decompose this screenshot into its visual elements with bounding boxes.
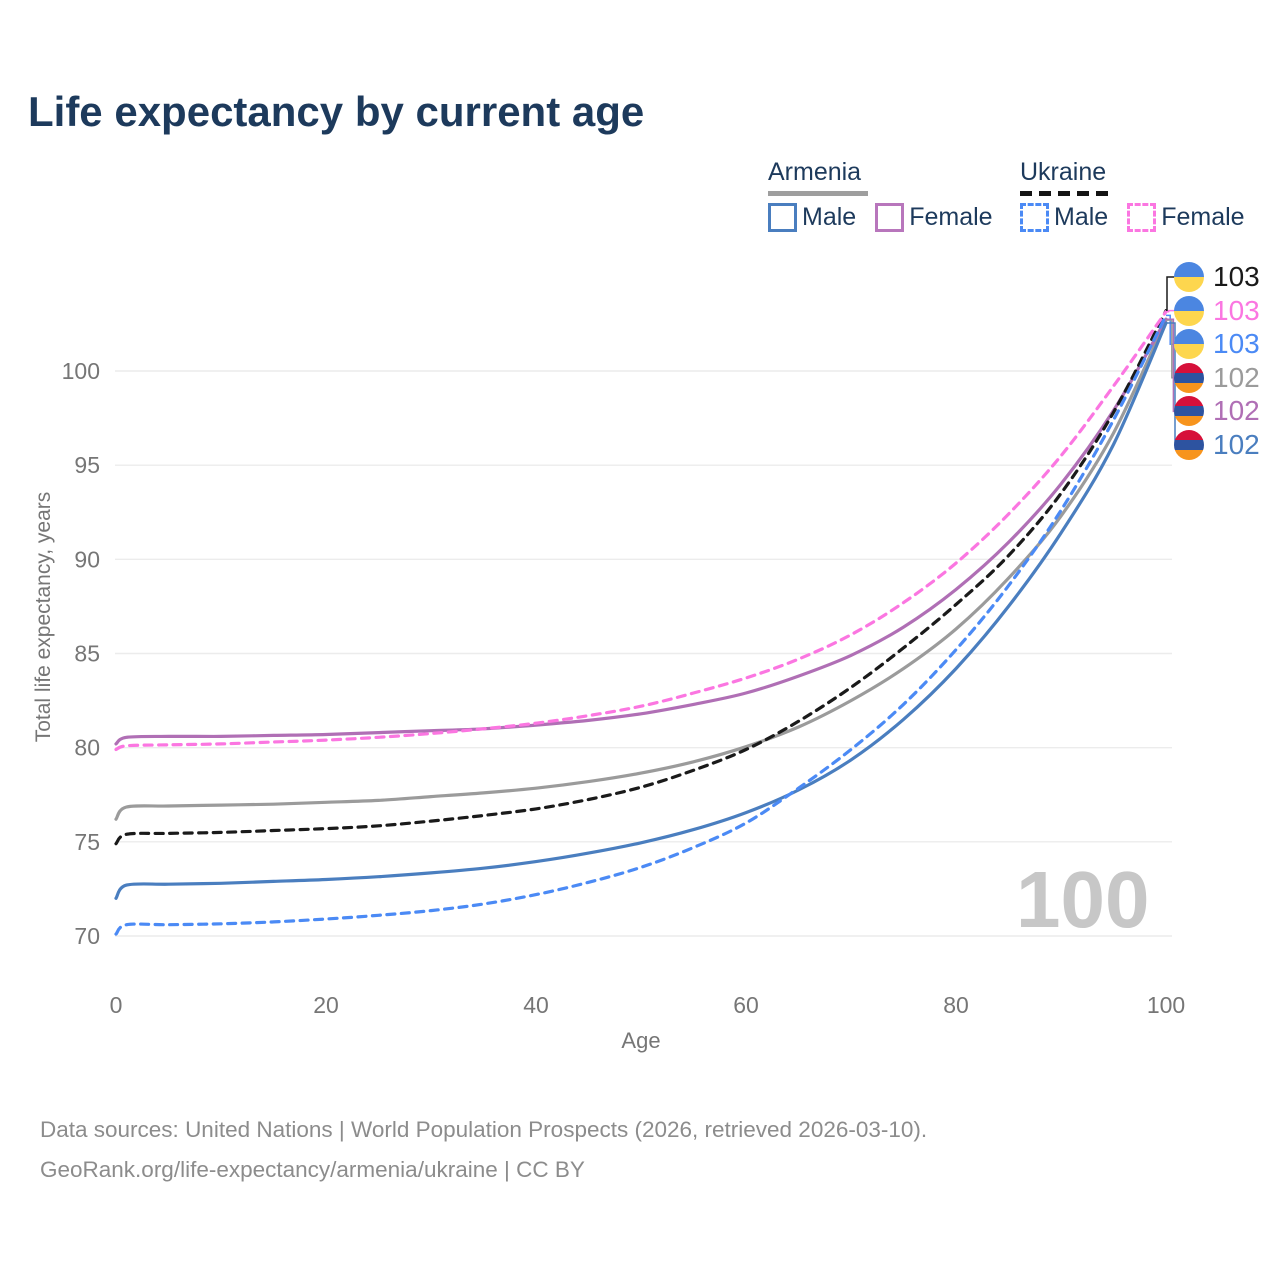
x-tick-label: 40: [523, 992, 549, 1018]
end-label-value-armenia-total: 102: [1213, 361, 1260, 393]
series-line-ukraine-female[interactable]: [114, 310, 1168, 752]
y-tick-label: 95: [74, 452, 100, 478]
end-label-value-ukraine-total: 103: [1213, 261, 1260, 292]
series-line-armenia-total[interactable]: [114, 318, 1168, 821]
y-tick-label: 70: [74, 923, 100, 949]
x-tick-label: 100: [1147, 992, 1185, 1018]
end-label-value-armenia-female: 102: [1213, 395, 1260, 427]
page-title: Life expectancy by current age: [28, 88, 645, 135]
x-tick-label: 80: [943, 992, 969, 1018]
armenia-line-style-sample: [768, 191, 868, 196]
end-label-value-armenia-male: 102: [1213, 429, 1260, 460]
y-tick-label: 75: [74, 829, 100, 855]
x-axis-title: Age: [621, 1028, 661, 1053]
source-credit: Data sources: United Nations | World Pop…: [40, 1110, 927, 1190]
legend-group-ukraine: Ukraine Male Female: [1020, 158, 1264, 232]
legend-swatch-armenia-female[interactable]: [875, 203, 905, 232]
x-tick-label: 0: [110, 992, 123, 1018]
ukraine-flag-icon: [1174, 262, 1204, 292]
label-connector-ukraine-female: [1166, 309, 1176, 313]
label-connector-ukraine-total: [1166, 276, 1176, 312]
legend-label-armenia-male: Male: [802, 203, 857, 231]
end-label-value-ukraine-female: 103: [1213, 294, 1260, 326]
legend-country-armenia[interactable]: Armenia: [768, 158, 862, 186]
end-label-row-armenia-total: 102: [1174, 361, 1260, 393]
series-line-armenia-female[interactable]: [114, 317, 1168, 746]
ukraine-flag-icon: [1174, 295, 1204, 326]
x-tick-label: 20: [313, 992, 339, 1018]
end-label-row-ukraine-total: 103: [1174, 262, 1260, 292]
legend-swatch-armenia-male[interactable]: [768, 203, 797, 232]
legend-swatch-ukraine-male[interactable]: [1020, 203, 1049, 232]
series-line-ukraine-total[interactable]: [114, 309, 1168, 846]
y-tick-label: 85: [74, 641, 100, 667]
end-label-value-ukraine-male: 103: [1213, 328, 1260, 360]
legend-label-armenia-female: Female: [909, 203, 993, 231]
legend-country-ukraine[interactable]: Ukraine: [1020, 158, 1107, 186]
y-tick-label: 100: [62, 358, 100, 384]
armenia-flag-icon: [1174, 396, 1204, 427]
legend-label-ukraine-female: Female: [1161, 203, 1245, 231]
end-label-row-ukraine-male: 103: [1174, 328, 1260, 360]
y-tick-label: 80: [74, 735, 100, 761]
age-counter-watermark: 100: [1016, 855, 1150, 944]
series-line-armenia-male[interactable]: [114, 321, 1168, 900]
series-line-ukraine-male[interactable]: [114, 313, 1168, 936]
x-tick-label: 60: [733, 992, 759, 1018]
armenia-flag-icon: [1174, 430, 1204, 460]
legend-swatch-ukraine-female[interactable]: [1127, 203, 1157, 232]
end-label-row-armenia-male: 102: [1174, 430, 1260, 460]
end-label-row-armenia-female: 102: [1174, 395, 1260, 427]
source-line-2: GeoRank.org/life-expectancy/armenia/ukra…: [40, 1157, 585, 1182]
legend-label-ukraine-male: Male: [1054, 203, 1109, 231]
armenia-flag-icon: [1174, 362, 1204, 393]
end-label-row-ukraine-female: 103: [1174, 294, 1260, 326]
source-line-1: Data sources: United Nations | World Pop…: [40, 1117, 928, 1142]
ukraine-flag-icon: [1174, 329, 1204, 360]
ukraine-line-style-sample: [1020, 191, 1112, 196]
legend-group-armenia: Armenia Male Female: [768, 158, 1012, 232]
y-tick-label: 90: [74, 546, 100, 572]
